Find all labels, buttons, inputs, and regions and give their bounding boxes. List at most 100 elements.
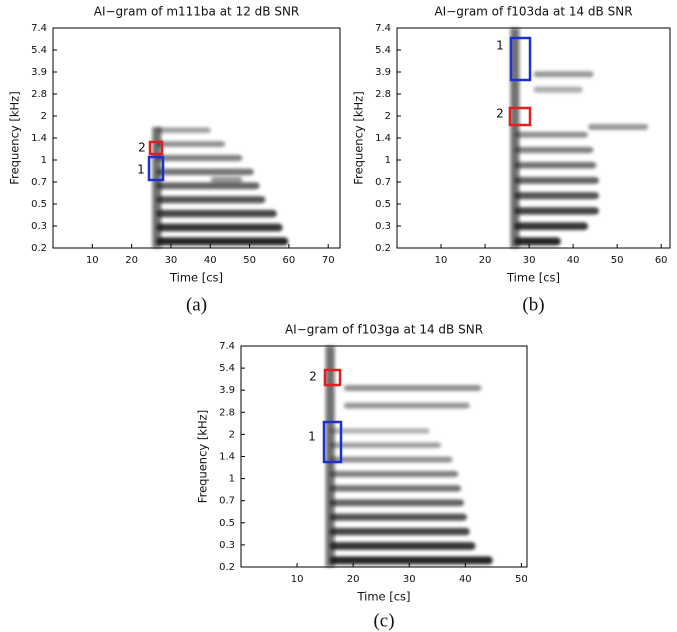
harmonic-band <box>329 556 493 565</box>
annotation-label: 2 <box>496 107 504 121</box>
noise-band <box>210 176 243 183</box>
harmonic-band <box>514 177 600 184</box>
x-tick-label: 30 <box>523 255 536 266</box>
x-axis-label: Time [cs] <box>506 271 560 285</box>
y-tick-label: 1 <box>41 155 47 166</box>
y-tick-label: 2.8 <box>31 89 47 100</box>
x-axis-label: Time [cs] <box>356 590 410 604</box>
harmonic-band <box>514 222 589 231</box>
y-tick-label: 0.5 <box>375 199 391 210</box>
harmonic-band <box>156 209 277 218</box>
annotation-box <box>323 368 342 387</box>
harmonic-band <box>514 207 600 215</box>
x-tick-label: 60 <box>655 255 668 266</box>
harmonic-band <box>156 237 289 246</box>
y-tick-label: 7.4 <box>219 341 235 352</box>
y-tick-label: 3.9 <box>219 385 235 396</box>
annotation-label: 1 <box>308 430 316 444</box>
annotation-label: 2 <box>138 141 146 155</box>
x-tick-label: 20 <box>347 574 360 585</box>
x-tick-label: 50 <box>611 255 624 266</box>
y-tick-label: 1.4 <box>219 452 235 463</box>
panel-label: (c) <box>373 610 394 631</box>
y-tick-label: 2 <box>229 429 235 440</box>
noise-band <box>343 402 470 409</box>
harmonic-band <box>156 182 260 190</box>
chart-title: AI−gram of m111ba at 12 dB SNR <box>94 5 300 19</box>
chart-title: AI−gram of f103ga at 14 dB SNR <box>285 323 483 337</box>
panel-label: (b) <box>522 294 544 315</box>
harmonic-band <box>156 168 254 176</box>
x-tick-label: 50 <box>243 255 256 266</box>
y-tick-label: 3.9 <box>375 67 391 78</box>
y-axis-label: Frequency [kHz] <box>8 91 22 184</box>
x-tick-label: 10 <box>435 255 448 266</box>
spectrogram-image <box>152 127 289 248</box>
harmonic-band <box>329 499 465 507</box>
y-tick-label: 1 <box>229 474 235 485</box>
noise-band <box>533 71 594 78</box>
y-tick-label: 7.4 <box>31 23 47 34</box>
noise-band <box>588 124 649 130</box>
harmonic-band <box>514 161 597 169</box>
y-tick-label: 2.8 <box>375 89 391 100</box>
y-tick-label: 2 <box>385 111 391 122</box>
chart-title: AI−gram of f103da at 14 dB SNR <box>434 5 632 19</box>
annotation-box <box>509 36 532 82</box>
y-tick-label: 5.4 <box>219 363 235 374</box>
spectrogram-image <box>510 28 649 248</box>
harmonic-band <box>329 485 462 492</box>
harmonic-band <box>329 513 467 521</box>
onset <box>325 346 335 567</box>
x-tick-label: 70 <box>322 255 335 266</box>
spectrogram-image <box>325 346 493 567</box>
y-tick-label: 0.3 <box>375 221 391 232</box>
y-tick-label: 3.9 <box>31 67 47 78</box>
harmonic-band <box>156 154 243 162</box>
harmonic-band <box>329 542 476 550</box>
annotation-label: 2 <box>309 370 317 384</box>
onset <box>510 28 520 248</box>
annotation-label: 1 <box>137 163 145 177</box>
y-tick-label: 5.4 <box>31 45 47 56</box>
x-axis-label: Time [cs] <box>169 271 223 285</box>
x-tick-label: 30 <box>403 574 416 585</box>
y-tick-label: 0.5 <box>31 199 47 210</box>
harmonic-band <box>156 196 266 204</box>
harmonic-band <box>329 442 442 449</box>
noise-band <box>533 86 583 93</box>
y-tick-label: 1.4 <box>375 133 391 144</box>
annotation-box <box>148 140 164 156</box>
y-tick-label: 0.2 <box>375 243 391 254</box>
plot-frame <box>396 27 671 249</box>
chart-panel: AI−gram of f103ga at 14 dB SNR 10 20 30 40 50… <box>196 323 528 632</box>
x-tick-label: 40 <box>204 255 217 266</box>
x-tick-label: 10 <box>291 574 304 585</box>
x-tick-label: 40 <box>567 255 580 266</box>
harmonic-band <box>329 470 459 478</box>
harmonic-band <box>329 428 430 434</box>
harmonic-band <box>329 456 453 463</box>
y-tick-label: 0.2 <box>219 562 235 573</box>
x-tick-label: 20 <box>479 255 492 266</box>
y-tick-label: 2 <box>41 111 47 122</box>
x-tick-label: 10 <box>86 255 99 266</box>
harmonic-band <box>156 141 226 148</box>
annotation-box <box>508 106 532 127</box>
harmonic-band <box>514 146 594 154</box>
x-tick-label: 20 <box>125 255 138 266</box>
harmonic-band <box>156 127 211 133</box>
annotation-box <box>147 155 165 182</box>
y-tick-label: 0.7 <box>375 177 391 188</box>
harmonic-band <box>329 527 470 536</box>
y-tick-label: 0.2 <box>31 243 47 254</box>
panel-label: (a) <box>186 294 207 315</box>
y-tick-label: 0.3 <box>31 221 47 232</box>
onset <box>152 127 162 248</box>
y-tick-label: 0.5 <box>219 518 235 529</box>
chart-panel: AI−gram of m111ba at 12 dB SNR 10 20 30 40 50… <box>8 5 341 315</box>
y-tick-label: 7.4 <box>375 23 391 34</box>
y-axis-label: Frequency [kHz] <box>196 410 210 503</box>
y-axis-label: Frequency [kHz] <box>352 91 366 184</box>
